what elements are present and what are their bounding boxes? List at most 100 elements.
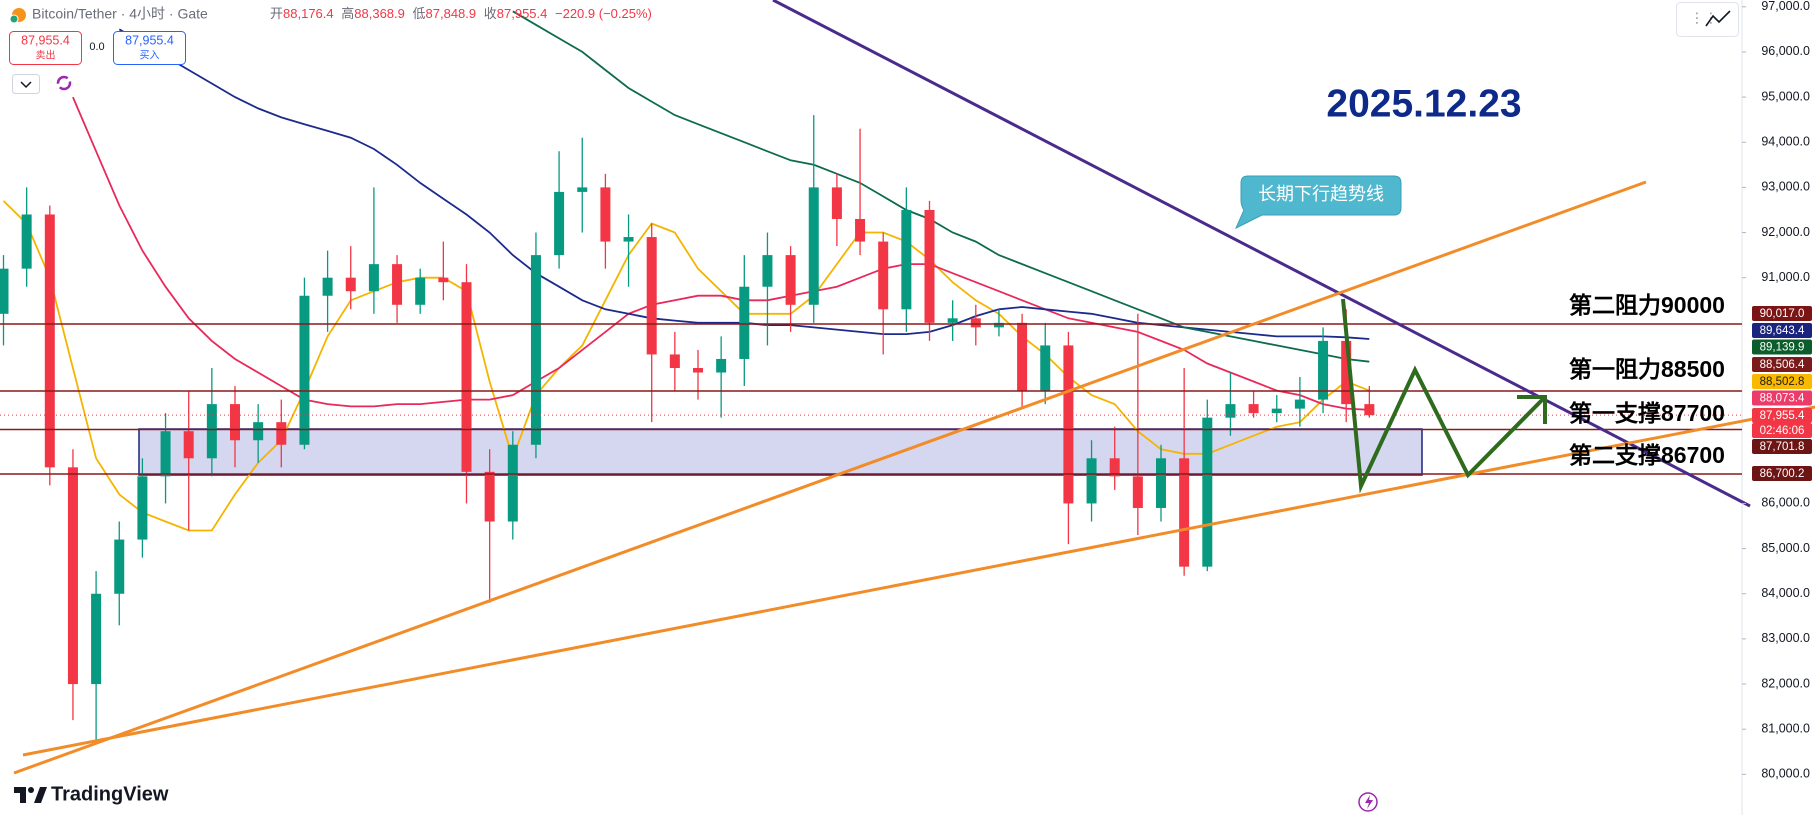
uptrend-line [13,180,1647,775]
ohlc-line: 开88,176.4 高88,368.9 低87,848.9 收87,955.4 … [270,6,652,21]
symbol-title: Bitcoin/Tether · 4小时 · Gate [32,6,208,22]
logo-text: TradingView [51,783,169,805]
candle-body [21,214,32,269]
logo-mark [28,787,34,793]
candle-body [1040,345,1051,391]
candle-body [160,431,171,477]
price-tag-label: 87,701.8 [1760,441,1805,453]
header: Bitcoin/Tether · 4小时 · Gate 开88,176.4 高8… [9,6,652,94]
candle-body [114,539,125,594]
logo-mark [34,787,47,803]
candle-body [530,255,541,445]
candle-body [484,471,495,522]
y-tick-label: 82,000.0 [1761,676,1810,690]
candle-body [646,237,657,355]
y-tick-label: 91,000.0 [1761,270,1810,284]
y-tick-label: 92,000.0 [1761,225,1810,239]
ohlc-key: 开 [270,6,283,21]
price-axis: 97,000.0 96,000.0 95,000.0 94,000.0 93,000.0… [1742,0,1812,781]
candle-body [299,295,310,445]
candle-body [137,476,148,540]
collapse-button[interactable] [12,74,40,94]
buy-price: 87,955.4 [125,33,174,47]
chevron-icon [20,81,32,89]
date-label: 2025.12.23 [1326,82,1521,125]
ohlc-value: 88,368.9 [354,6,405,21]
candle-body [1179,458,1190,567]
candle-body [785,255,796,305]
forecast-path [1341,298,1547,494]
y-tick-label: 80,000.0 [1761,767,1810,781]
y-tick-label: 84,000.0 [1761,586,1810,600]
sell-price: 87,955.4 [21,33,70,47]
price-tag-label: 87,955.4 [1760,410,1805,422]
candle-body [345,277,356,292]
buy-button[interactable] [113,31,186,65]
candle-body [415,277,426,305]
level-label: 第一阻力88500 [1569,356,1725,382]
y-tick-label: 94,000.0 [1761,135,1810,149]
ohlc-key: 高 [341,6,354,21]
ohlc-key: 低 [413,6,426,21]
candle-body [1086,458,1097,504]
candle-body [600,187,611,242]
drawings: 长期下行趋势线 2025.12.23 第二阻力90000 第一阻力88500 第… [0,0,1815,775]
candle-body [1294,399,1305,409]
alert-icon-bolt [1365,795,1373,809]
moving-average [512,10,1370,363]
price-tag [1752,339,1812,355]
price-tag [1752,306,1812,321]
candle-body [1341,340,1352,405]
candle-body [0,268,9,314]
drag-handle[interactable]: ⋮⋮ [1690,10,1718,26]
price-tag-label: 90,017.0 [1760,308,1805,320]
y-tick-label: 93,000.0 [1761,180,1810,194]
price-tag [1752,466,1812,481]
candle-body [1225,404,1236,418]
candle-body [924,209,935,323]
ohlc-value: 87,848.9 [426,6,477,21]
footer: TradingView [14,783,1378,812]
price-tag [1752,390,1812,406]
candle-body [1017,322,1028,391]
candle-body [322,277,333,296]
candle-body [44,214,55,468]
ohlc-change: −220.9 (−0.25%) [555,6,652,21]
price-tag-label: 88,502.8 [1760,376,1805,388]
level-label: 第二支撑86700 [1569,442,1725,468]
trend-tool-icon[interactable] [1705,10,1731,27]
ohlc-key: 收 [484,6,497,21]
candle-body [716,358,727,373]
refresh-icon[interactable] [56,75,72,91]
level-label: 第二阻力90000 [1569,292,1725,318]
sell-label: 卖出 [36,49,56,62]
candles [0,115,1742,743]
candle-body [1063,345,1074,504]
price-tag-label: 89,139.9 [1760,342,1805,354]
zone-layer [138,428,1423,476]
y-tick-label: 95,000.0 [1761,89,1810,103]
downtrend-line [772,0,1751,508]
price-tag [1752,374,1812,389]
candle-body [507,444,518,522]
y-tick-label: 96,000.0 [1761,44,1810,58]
spread: 0.0 [89,41,104,53]
price-tag [1752,408,1812,423]
logo-mark [14,787,26,803]
candle-body [1271,408,1282,414]
tool-box [1676,2,1739,37]
candle-body [368,264,379,292]
candle-body [1364,404,1375,416]
uptrend-line [22,405,1815,757]
sell-button[interactable] [9,31,82,65]
candle-body [669,354,680,368]
candle-body [1132,476,1143,508]
candle-body [91,593,102,685]
candle-body [693,367,703,373]
y-tick-label: 81,000.0 [1761,722,1810,736]
coin-icon [9,14,19,24]
moving-average [2,200,1370,532]
